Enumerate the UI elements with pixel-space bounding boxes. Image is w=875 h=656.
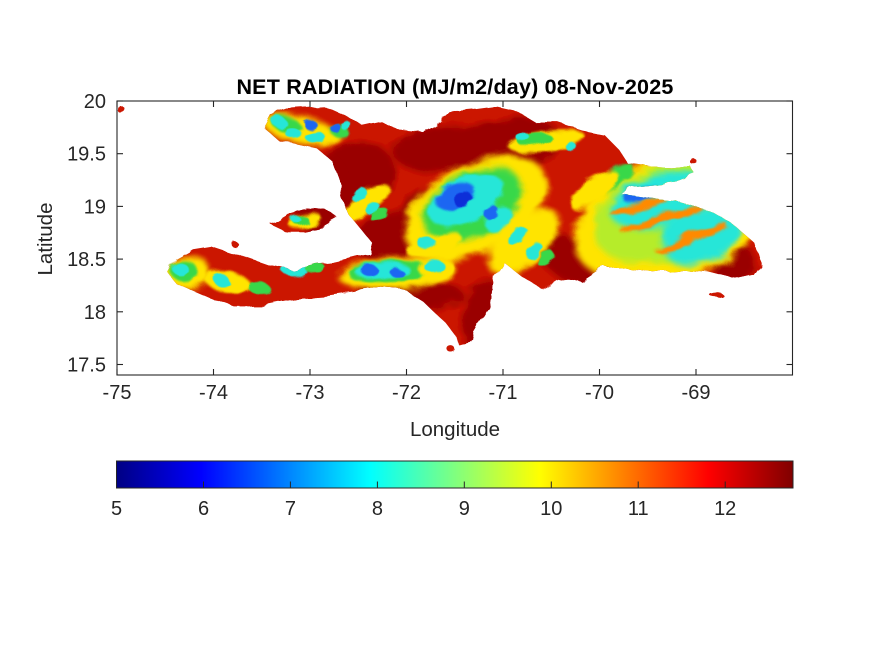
radiation-zone-yellow — [487, 209, 561, 276]
radiation-zone-cyan — [417, 236, 435, 248]
radiation-zone-cyan — [350, 187, 367, 201]
islet — [117, 104, 123, 113]
radiation-zone-orange — [620, 204, 704, 234]
colorbar-tick-label: 7 — [285, 498, 296, 520]
x-tick-label: -69 — [682, 382, 711, 404]
colorbar-gradient — [116, 461, 793, 488]
hispaniola-map — [117, 104, 761, 354]
y-tick-label: 18 — [84, 302, 106, 324]
x-tick-label: -75 — [103, 382, 132, 404]
chart-title: NET RADIATION (MJ/m2/day) 08-Nov-2025 — [236, 75, 674, 99]
radiation-zone-yellow — [570, 171, 620, 210]
radiation-zone-orange — [610, 197, 667, 215]
islet — [708, 291, 723, 297]
radiation-zone-cyan — [423, 258, 444, 272]
colorbar-tick-label: 8 — [372, 498, 383, 520]
y-tick-label: 20 — [84, 91, 106, 113]
radiation-zone-cyan — [305, 130, 325, 144]
radiation-zone-dark — [461, 280, 510, 348]
colorbar-tick-label: 12 — [714, 498, 736, 520]
radiation-zone-darkblue — [453, 192, 472, 206]
y-axis-label: Latitude — [34, 202, 57, 276]
radiation-zone-cyan — [507, 227, 528, 245]
radiation-zone-green — [537, 251, 555, 267]
islet — [230, 242, 239, 247]
radiation-zone-green — [370, 208, 389, 222]
colorbar-tick-label: 6 — [198, 498, 209, 520]
radiation-zone-yellow — [405, 231, 462, 257]
y-tick-label: 19.5 — [67, 144, 106, 166]
x-tick-label: -72 — [392, 382, 421, 404]
islet — [243, 300, 253, 306]
x-tick-label: -70 — [585, 382, 614, 404]
colorbar-tick-label: 5 — [111, 498, 122, 520]
x-tick-label: -71 — [489, 382, 518, 404]
radiation-zone-cyan — [340, 122, 353, 131]
x-tick-label: -74 — [199, 382, 228, 404]
radiation-zone-blue — [303, 120, 317, 129]
islet — [690, 160, 698, 165]
x-axis-label: Longitude — [409, 418, 501, 441]
radiation-zone-green — [248, 282, 272, 296]
radiation-zone-cyan — [564, 142, 577, 151]
axes — [116, 100, 794, 376]
radiation-field — [167, 114, 761, 348]
colorbar-border — [116, 460, 794, 489]
radiation-zone-yellow — [343, 183, 389, 219]
plot-box — [116, 100, 794, 376]
colorbar-tick-label: 9 — [459, 498, 470, 520]
y-tick-label: 18.5 — [67, 249, 106, 271]
colorbar-tick-label: 10 — [540, 498, 562, 520]
radiation-zone-cyan — [171, 261, 187, 274]
y-tick-label: 17.5 — [67, 355, 106, 377]
radiation-zone-blue — [484, 206, 499, 219]
radiation-zone-orange — [655, 222, 728, 254]
y-tick-label: 19 — [84, 196, 106, 218]
radiation-zone-cyan — [515, 132, 530, 141]
x-tick-label: -73 — [296, 382, 325, 404]
radiation-zone-cyan — [290, 215, 301, 223]
islet — [448, 347, 457, 354]
radiation-zone-cyan — [283, 127, 302, 139]
radiation-zone-cyan — [525, 242, 543, 259]
radiation-zone-blue — [390, 268, 404, 277]
radiation-zone-blue — [328, 122, 340, 131]
colorbar: 5 6 7 8 9 10 11 12 — [111, 460, 794, 520]
colorbar-tick-label: 11 — [628, 498, 649, 520]
radiation-zone-blue — [361, 265, 379, 277]
radiation-zone-cyan — [271, 116, 287, 128]
radiation-zone-cyan — [213, 274, 229, 286]
